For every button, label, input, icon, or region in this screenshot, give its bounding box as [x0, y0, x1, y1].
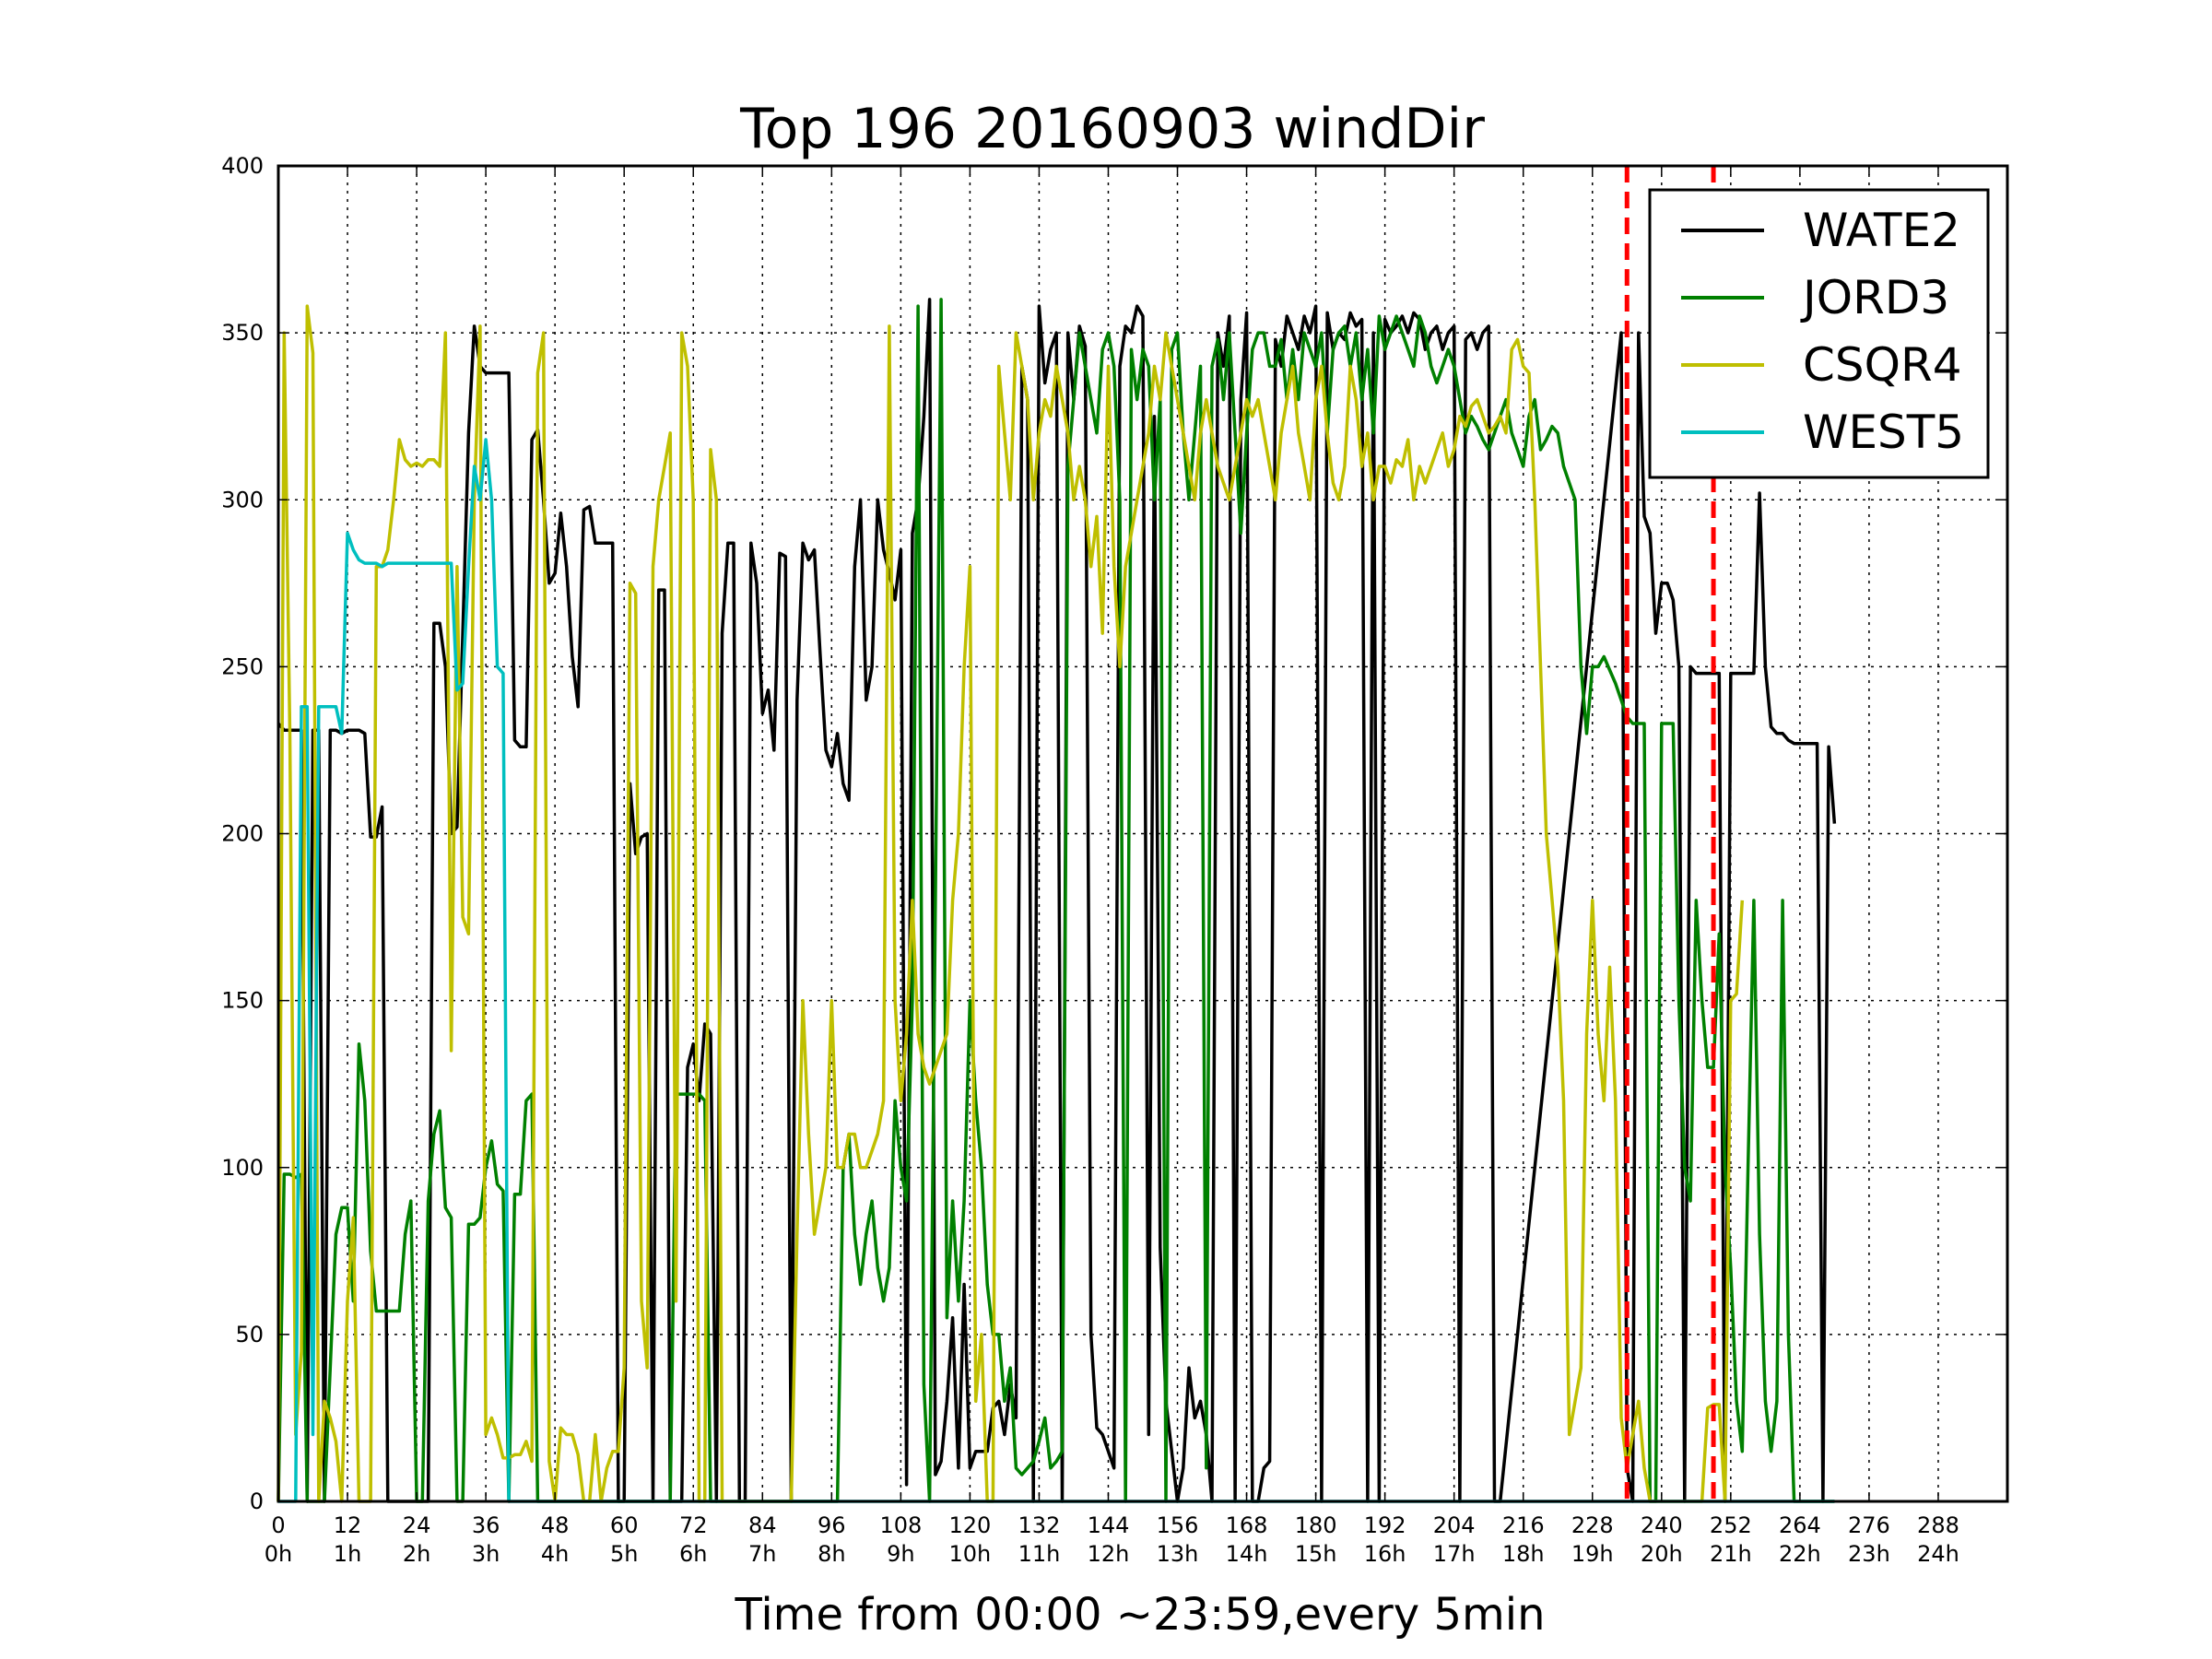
x-tick-sublabel: 17h: [1433, 1541, 1476, 1567]
x-tick-sublabel: 2h: [403, 1541, 430, 1567]
x-tick-label: 180: [1295, 1512, 1337, 1538]
x-tick-label: 108: [879, 1512, 922, 1538]
y-tick-label: 250: [221, 653, 264, 679]
x-tick-label: 96: [818, 1512, 846, 1538]
legend-label: CSQR4: [1803, 338, 1962, 392]
y-tick-label: 300: [221, 487, 264, 512]
x-tick-label: 264: [1779, 1512, 1821, 1538]
x-tick-label: 132: [1018, 1512, 1061, 1538]
x-tick-label: 228: [1571, 1512, 1614, 1538]
series-line-csqr4: [276, 304, 1745, 1503]
x-tick-sublabel: 15h: [1295, 1541, 1337, 1567]
x-tick-sublabel: 7h: [748, 1541, 776, 1567]
x-tick-sublabel: 4h: [541, 1541, 569, 1567]
x-tick-label: 12: [334, 1512, 362, 1538]
x-tick-label: 192: [1364, 1512, 1406, 1538]
x-tick-label: 168: [1226, 1512, 1268, 1538]
y-tick-label: 400: [221, 153, 264, 179]
x-tick-sublabel: 20h: [1641, 1541, 1683, 1567]
x-tick-sublabel: 11h: [1018, 1541, 1061, 1567]
x-tick-label: 288: [1917, 1512, 1959, 1538]
legend: WATE2 JORD3 CSQR4 WEST5: [1648, 188, 1990, 479]
x-tick-sublabel: 6h: [679, 1541, 707, 1567]
x-tick-sublabel: 9h: [887, 1541, 914, 1567]
x-tick-sublabel: 13h: [1157, 1541, 1199, 1567]
x-tick-sublabel: 21h: [1710, 1541, 1752, 1567]
axis-ticks: 0 0h 12 1h 24 2h 36 3h 48 4h 60 5h 72 6h 84 7h 96 8h 108 9h…: [221, 153, 2007, 1567]
x-tick-sublabel: 19h: [1571, 1541, 1614, 1567]
x-tick-label: 60: [610, 1512, 639, 1538]
legend-box: [1648, 188, 1990, 479]
x-tick-sublabel: 0h: [265, 1541, 292, 1567]
x-tick-label: 84: [748, 1512, 777, 1538]
x-tick-label: 0: [271, 1512, 285, 1538]
y-tick-label: 100: [221, 1155, 264, 1181]
x-axis-label: Time from 00:00 ~23:59,every 5min: [735, 1589, 1546, 1641]
x-tick-label: 204: [1433, 1512, 1476, 1538]
x-tick-sublabel: 10h: [949, 1541, 992, 1567]
x-tick-sublabel: 3h: [472, 1541, 500, 1567]
x-tick-label: 276: [1848, 1512, 1890, 1538]
legend-label: WEST5: [1803, 406, 1964, 459]
x-tick-label: 72: [679, 1512, 708, 1538]
chart-title: Top 196 20160903 windDir: [739, 97, 1485, 161]
x-tick-sublabel: 16h: [1364, 1541, 1406, 1567]
x-tick-sublabel: 22h: [1779, 1541, 1821, 1567]
y-tick-label: 50: [235, 1322, 264, 1347]
x-tick-label: 120: [948, 1512, 991, 1538]
x-tick-label: 216: [1502, 1512, 1545, 1538]
x-tick-sublabel: 14h: [1226, 1541, 1268, 1567]
x-tick-label: 252: [1710, 1512, 1752, 1538]
series-line-wate2: [276, 298, 1837, 1503]
x-tick-sublabel: 12h: [1088, 1541, 1130, 1567]
y-tick-label: 150: [221, 988, 264, 1014]
x-tick-sublabel: 1h: [334, 1541, 361, 1567]
x-tick-label: 48: [541, 1512, 570, 1538]
y-tick-label: 350: [221, 320, 264, 346]
x-tick-sublabel: 23h: [1848, 1541, 1890, 1567]
x-tick-label: 156: [1157, 1512, 1199, 1538]
x-tick-label: 240: [1641, 1512, 1683, 1538]
y-tick-label: 200: [221, 821, 264, 847]
x-tick-label: 144: [1088, 1512, 1130, 1538]
x-tick-label: 36: [472, 1512, 500, 1538]
legend-label: WATE2: [1803, 204, 1960, 257]
x-tick-label: 24: [403, 1512, 431, 1538]
x-tick-sublabel: 24h: [1917, 1541, 1959, 1567]
x-tick-sublabel: 8h: [818, 1541, 845, 1567]
x-tick-sublabel: 5h: [610, 1541, 638, 1567]
y-tick-label: 0: [250, 1488, 264, 1514]
x-tick-sublabel: 18h: [1502, 1541, 1545, 1567]
legend-label: JORD3: [1800, 271, 1949, 324]
